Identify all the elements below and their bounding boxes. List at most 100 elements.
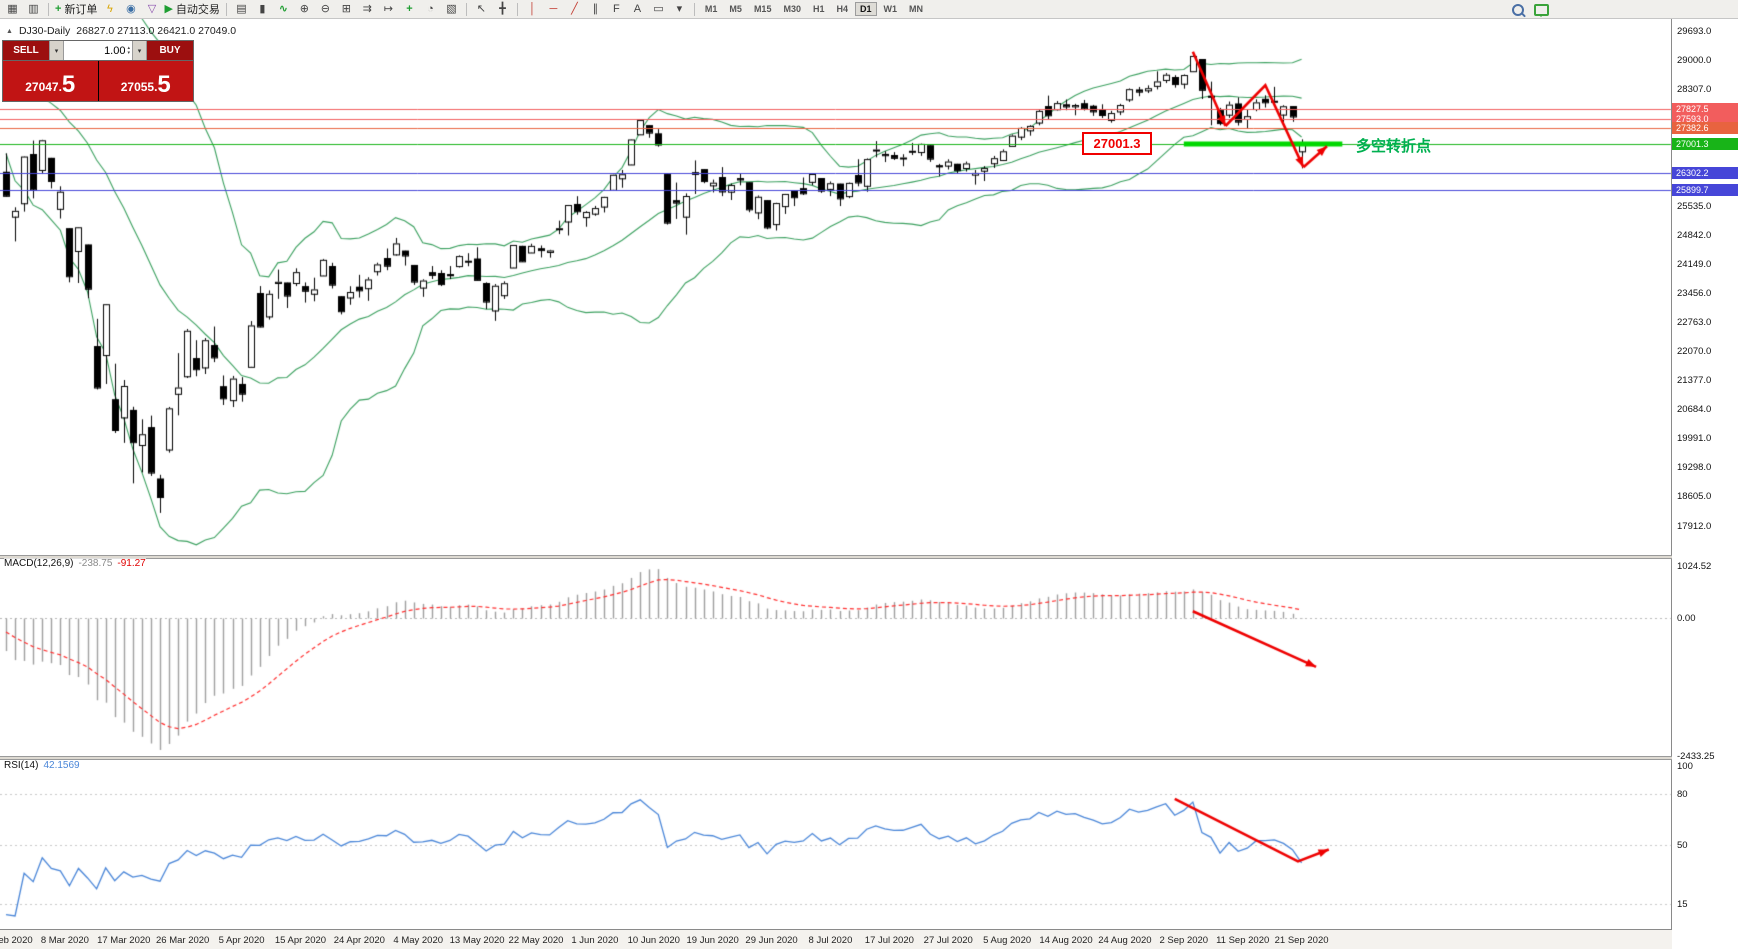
indicators-button[interactable]: + [399,1,420,18]
text-tool-button[interactable]: A [627,1,648,18]
date-label: 5 Apr 2020 [218,935,265,946]
sell-button[interactable]: SELL [3,41,49,60]
date-label: 14 Aug 2020 [1039,935,1093,946]
date-label: 24 Aug 2020 [1098,935,1152,946]
indicators-icon: + [406,2,413,15]
date-label: 1 Jun 2020 [571,935,619,946]
chart-shift-icon: ↦ [383,2,394,15]
price-callout[interactable]: 27001.3 [1082,132,1152,155]
timeframe-m30-button[interactable]: M30 [783,4,801,14]
collapse-panel-icon[interactable]: ▲ [6,27,13,35]
bar-chart-icon: ▤ [236,2,247,15]
price-tag: 25899.7 [1672,184,1738,197]
macd-main-value: -238.75 [78,558,113,569]
macd-axis-label: 0.00 [1677,613,1696,625]
date-label: 8 Mar 2020 [40,935,89,946]
timeframe-h1-button[interactable]: H1 [812,4,825,14]
date-label: 13 May 2020 [449,935,505,946]
timeframe-mn-button[interactable]: MN [909,4,924,14]
volume-stepper[interactable]: ▴ ▾ [127,45,130,56]
timeframe-h4-button[interactable]: H4 [836,4,848,14]
symbol-title: DJ30-Daily [18,25,71,37]
date-label: 10 Jun 2020 [627,935,680,946]
trade-panel-controls: SELL ▾ 1.00 ▴ ▾ ▾ BUY [3,41,193,61]
sell-price-big-digit: 5 [61,71,76,98]
timeframe-d1-button[interactable]: D1 [855,2,877,16]
vertical-line-button[interactable]: │ [522,1,543,18]
timeframe-w1-button[interactable]: W1 [883,4,898,14]
community-button[interactable]: ◉ [120,1,141,18]
channel-button[interactable]: ∥ [585,1,606,18]
tile-windows-icon: ⊞ [341,2,352,15]
auto-trading-button[interactable]: ▶ 自动交易 [162,1,221,18]
rsi-axis-label: 15 [1677,898,1688,910]
date-label: 11 Sep 2020 [1216,935,1270,946]
price-axis-label: 18605.0 [1677,491,1712,503]
shapes-dropdown-button[interactable]: ▾ [669,1,690,18]
panel-separator-macd[interactable] [0,555,1672,559]
date-label: 26 Mar 2020 [155,935,210,946]
tile-windows-button[interactable]: ⊞ [336,1,357,18]
templates-button[interactable]: ▧ [441,1,462,18]
buy-price-box[interactable]: 27055. 5 [98,61,193,101]
rsi-axis-label: 50 [1677,839,1688,851]
buy-button[interactable]: BUY [147,41,193,60]
toolbar-separator [48,2,49,16]
sell-price-box[interactable]: 27047. 5 [3,61,98,101]
sell-dropdown[interactable]: ▾ [49,41,64,60]
candlestick-chart-button[interactable]: ▮ [252,1,273,18]
date-axis[interactable]: 27 Feb 2020 8 Mar 2020 17 Mar 2020 26 Mar 2… [0,929,1672,949]
trendline-icon: ╱ [571,2,578,15]
fibonacci-icon: F [613,2,620,15]
symbol-readout: ▲ DJ30-Daily 26827.0 27113.0 26421.0 270… [6,25,236,37]
label-tool-button[interactable]: ▭ [648,1,669,18]
bar-chart-button[interactable]: ▤ [231,1,252,18]
zoom-in-icon: ⊕ [299,2,310,15]
profiles-button[interactable]: ▥ [23,1,44,18]
expert-advisors-button[interactable]: ϟ [99,1,120,18]
trendline-button[interactable]: ╱ [564,1,585,18]
toolbar-separator [516,2,518,16]
price-tag: 27001.3 [1672,138,1738,151]
lab-button[interactable]: ▽ [141,1,162,18]
toolbar-right-group [1512,0,1549,19]
price-axis-label: 23456.0 [1677,287,1712,299]
auto-scroll-button[interactable]: ⇉ [357,1,378,18]
new-chart-button[interactable]: ▦ [2,1,23,18]
macd-name: MACD(12,26,9) [4,558,74,569]
chat-icon[interactable] [1534,3,1549,17]
channel-icon: ∥ [592,2,599,15]
macd-axis-label: 1024.52 [1677,561,1712,572]
date-label: 21 Sep 2020 [1274,935,1329,946]
templates-icon: ▧ [446,2,457,15]
spin-down-icon: ▾ [127,49,130,56]
new-order-button[interactable]: + 新订单 [53,1,99,18]
timeframe-m15-button[interactable]: M15 [753,4,772,14]
cursor-icon: ↖ [476,2,487,15]
line-chart-button[interactable]: ∿ [273,1,294,18]
turning-point-label: 多空转折点 [1356,138,1432,155]
buy-dropdown[interactable]: ▾ [132,41,147,60]
chart-shift-button[interactable]: ↦ [378,1,399,18]
crosshair-button[interactable]: ╋ [492,1,513,18]
horizontal-line-button[interactable]: ─ [543,1,564,18]
search-icon[interactable] [1512,3,1524,16]
price-axis-label: 24842.0 [1677,229,1712,241]
toolbar-separator [465,2,467,16]
date-label: 27 Jul 2020 [923,935,973,946]
timeframe-m5-button[interactable]: M5 [729,4,742,14]
periods-button[interactable]: ◔ [420,1,441,18]
price-axis-label: 25535.0 [1677,200,1712,212]
timeframe-m1-button[interactable]: M1 [704,4,718,14]
rsi-title: RSI(14) 42.1569 [4,760,80,771]
price-axis-label: 22763.0 [1677,316,1712,328]
zoom-in-button[interactable]: ⊕ [294,1,315,18]
fibonacci-button[interactable]: F [606,1,627,18]
zoom-out-button[interactable]: ⊖ [315,1,336,18]
date-label: 4 May 2020 [393,935,444,946]
date-label: 27 Feb 2020 [0,935,33,946]
cursor-button[interactable]: ↖ [471,1,492,18]
volume-input[interactable]: 1.00 ▴ ▾ [64,41,132,60]
panel-separator-rsi[interactable] [0,756,1672,760]
